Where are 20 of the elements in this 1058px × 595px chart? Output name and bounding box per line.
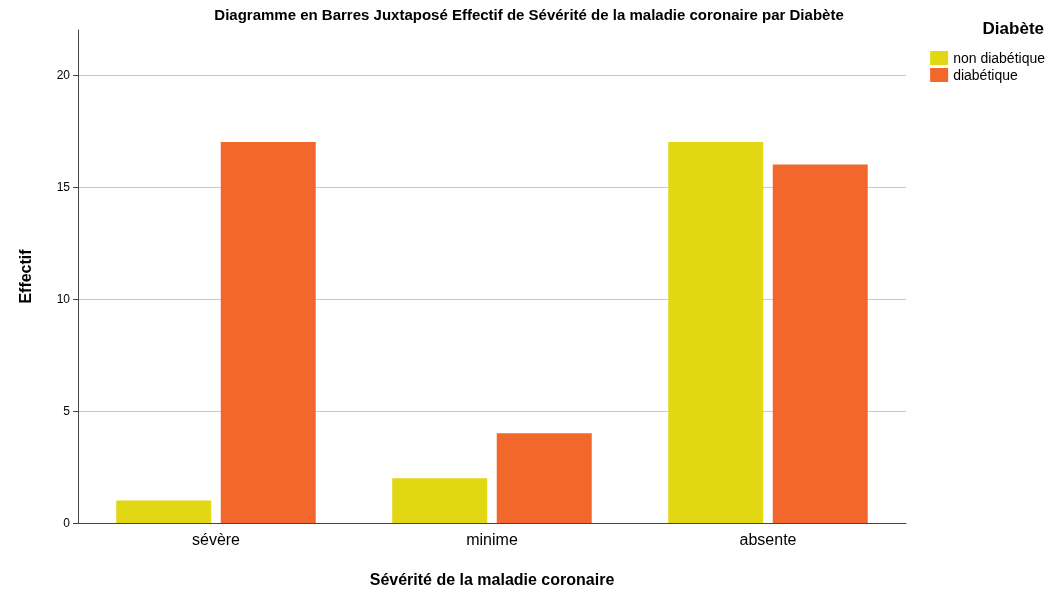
x-axis-title: Sévérité de la maladie coronaire <box>369 570 615 588</box>
x-tick-label: absente <box>739 530 797 548</box>
y-tick-label: 10 <box>56 291 71 306</box>
bar <box>116 500 212 523</box>
y-tick-label: 20 <box>56 67 71 82</box>
y-tick-label: 5 <box>63 403 71 418</box>
bar <box>772 164 868 523</box>
y-tick-label: 15 <box>56 179 71 194</box>
legend-label: non diabétique <box>953 50 1046 66</box>
bar <box>392 478 488 523</box>
chart-title: Diagramme en Barres Juxtaposé Effectif de Sévérité de la maladie coronaire par Diabète <box>214 6 844 23</box>
bar <box>668 142 764 523</box>
legend-title: Diabète <box>982 19 1045 38</box>
bar <box>496 433 592 523</box>
x-tick-label: sévère <box>191 530 241 548</box>
y-tick-label: 0 <box>63 516 71 530</box>
bar <box>220 142 316 523</box>
legend-label: diabétique <box>953 67 1018 83</box>
x-tick-label: minime <box>466 530 518 548</box>
y-axis-title: Effectif <box>16 248 34 304</box>
